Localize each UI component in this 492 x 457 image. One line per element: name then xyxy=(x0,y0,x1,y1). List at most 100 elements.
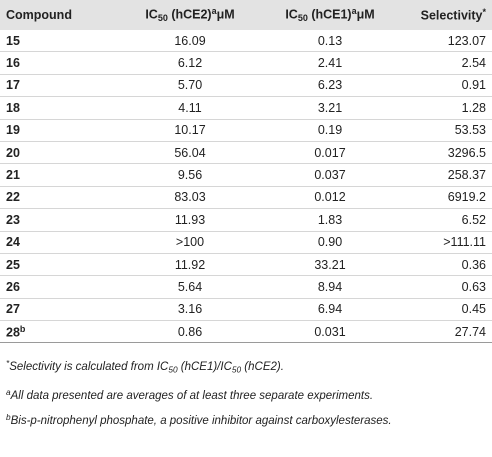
table-cell: 56.04 xyxy=(120,141,260,165)
table-cell: 20 xyxy=(0,141,120,165)
text-sup: a xyxy=(351,6,357,17)
table-row: 27 3.16 6.94 0.45 xyxy=(0,298,492,322)
column-header: Compound xyxy=(0,0,120,30)
table-cell: 53.53 xyxy=(400,119,492,142)
table-cell: 0.19 xyxy=(260,119,400,142)
table-cell: 0.45 xyxy=(400,298,492,322)
table-cell: 3.16 xyxy=(120,298,260,322)
table-cell: 3296.5 xyxy=(400,141,492,165)
table-cell: 27 xyxy=(0,298,120,322)
table-row: 20 56.04 0.017 3296.5 xyxy=(0,141,492,165)
text-segment: μM xyxy=(356,7,375,22)
table-row: 23 11.93 1.83 6.52 xyxy=(0,208,492,232)
table-cell: 4.11 xyxy=(120,96,260,120)
table-cell: 18 xyxy=(0,96,120,120)
text-sup: * xyxy=(6,359,10,369)
table-cell: 0.13 xyxy=(260,30,400,53)
table-row: 15 16.09 0.13 123.07 xyxy=(0,30,492,53)
table-cell: 11.93 xyxy=(120,208,260,232)
table-cell: 5.70 xyxy=(120,74,260,98)
text-segment: IC xyxy=(145,7,158,22)
table-cell: 21 xyxy=(0,163,120,187)
text-segment: μM xyxy=(216,7,235,22)
table-cell: 0.36 xyxy=(400,253,492,277)
table-cell: 10.17 xyxy=(120,119,260,142)
table-cell: 25 xyxy=(0,253,120,277)
table-cell: 0.86 xyxy=(120,320,260,344)
table-cell: 33.21 xyxy=(260,253,400,277)
column-header: Selectivity* xyxy=(400,0,492,30)
table-cell: 23 xyxy=(0,208,120,232)
table-cell: 258.37 xyxy=(400,163,492,187)
table-cell: 16.09 xyxy=(120,30,260,53)
table-cell: 0.63 xyxy=(400,275,492,299)
text-sup: a xyxy=(211,6,217,17)
table-cell: 0.031 xyxy=(260,320,400,344)
table-row: 21 9.56 0.037 258.37 xyxy=(0,163,492,187)
table-cell: 16 xyxy=(0,51,120,75)
table-cell: 19 xyxy=(0,119,120,142)
footnote: *Selectivity is calculated from IC50 (hC… xyxy=(6,353,492,382)
footnote: aAll data presented are averages of at l… xyxy=(6,382,492,407)
text-segment: (hCE2). xyxy=(241,361,284,374)
text-sup: a xyxy=(6,388,11,398)
text-sup: b xyxy=(6,413,11,423)
text-segment: Bis-p-nitrophenyl phosphate, a positive … xyxy=(10,415,392,428)
text-segment: All data presented are averages of at le… xyxy=(10,390,374,403)
text-sub: 50 xyxy=(168,366,178,376)
column-header: IC50 (hCE1)aμM xyxy=(260,0,400,30)
table-cell: 0.017 xyxy=(260,141,400,165)
table-row: 26 5.64 8.94 0.63 xyxy=(0,275,492,299)
table-cell: 6.23 xyxy=(260,74,400,98)
column-header: IC50 (hCE2)aμM xyxy=(120,0,260,30)
table-cell: 0.012 xyxy=(260,186,400,210)
text-sup: * xyxy=(482,7,486,18)
table-cell: 83.03 xyxy=(120,186,260,210)
text-sub: 50 xyxy=(157,13,168,24)
header-row: Compound IC50 (hCE2)aμM IC50 (hCE1)aμM Sele… xyxy=(0,0,492,30)
table-cell: 1.28 xyxy=(400,96,492,120)
table-row: 25 11.92 33.21 0.36 xyxy=(0,253,492,277)
table-cell: 2.41 xyxy=(260,51,400,75)
text-segment: (hCE1)/IC xyxy=(177,361,232,374)
text-segment: 28 xyxy=(6,325,20,340)
text-segment: Compound xyxy=(6,8,72,22)
table-cell: 9.56 xyxy=(120,163,260,187)
table-cell: 6919.2 xyxy=(400,186,492,210)
table-cell: 15 xyxy=(0,30,120,53)
table-cell: 6.12 xyxy=(120,51,260,75)
table-cell: 0.90 xyxy=(260,231,400,254)
table-row: 24 >100 0.90 >111.11 xyxy=(0,231,492,254)
table-cell: 123.07 xyxy=(400,30,492,53)
data-table: Compound IC50 (hCE2)aμM IC50 (hCE1)aμM Sele… xyxy=(0,0,492,344)
text-sub: 50 xyxy=(231,366,242,376)
table-cell: 3.21 xyxy=(260,96,400,120)
table-cell: 22 xyxy=(0,186,120,210)
text-segment: (hCE2) xyxy=(167,7,212,22)
table-cell: 0.037 xyxy=(260,163,400,187)
table-row: 28b 0.86 0.031 27.74 xyxy=(0,320,492,344)
table-row: 16 6.12 2.41 2.54 xyxy=(0,51,492,75)
table-cell: 1.83 xyxy=(260,208,400,232)
text-segment: Selectivity is calculated from IC xyxy=(9,361,169,374)
table-cell: 8.94 xyxy=(260,275,400,299)
table-cell: 0.91 xyxy=(400,74,492,98)
table-row: 18 4.11 3.21 1.28 xyxy=(0,96,492,120)
text-segment: Selectivity xyxy=(420,8,483,23)
table-cell: 26 xyxy=(0,275,120,299)
table-row: 19 10.17 0.19 53.53 xyxy=(0,119,492,142)
table-cell: >100 xyxy=(120,231,260,254)
table-row: 17 5.70 6.23 0.91 xyxy=(0,74,492,98)
table-cell: >111.11 xyxy=(400,231,492,254)
text-sub: 50 xyxy=(297,13,308,24)
text-segment: IC xyxy=(285,7,298,22)
table-cell: 2.54 xyxy=(400,51,492,75)
text-sup: b xyxy=(19,324,26,335)
table-body: 15 16.09 0.13 123.07 16 6.12 2.41 2.54 17 5.70 6.2… xyxy=(0,30,492,344)
table-cell: 5.64 xyxy=(120,275,260,299)
table-cell: 6.52 xyxy=(400,208,492,232)
text-segment: (hCE1) xyxy=(307,7,352,22)
footnote: bBis-p-nitrophenyl phosphate, a positive… xyxy=(6,407,492,432)
table-cell: 11.92 xyxy=(120,253,260,277)
